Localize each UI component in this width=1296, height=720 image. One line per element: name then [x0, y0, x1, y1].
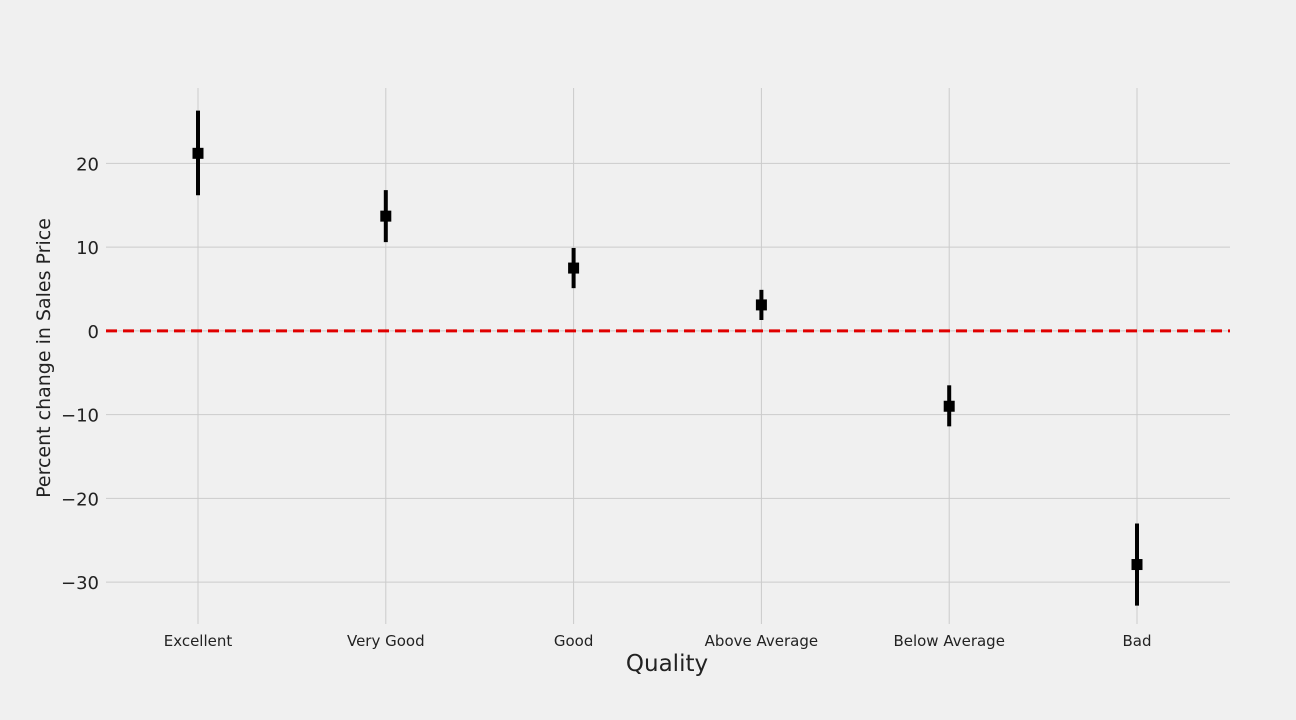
y-tick-label: 10 [76, 238, 99, 259]
x-tick-label: Below Average [893, 632, 1005, 650]
y-axis-title: Percent change in Sales Price [33, 218, 55, 498]
x-tick-label: Bad [1122, 632, 1151, 650]
data-point-marker [1131, 559, 1143, 571]
data-point-marker [943, 400, 955, 412]
data-point-marker [755, 299, 767, 311]
y-tick-label: −10 [61, 406, 99, 427]
x-tick-label: Very Good [347, 632, 425, 650]
y-tick-labels: 20 10 0 −10 −20 −30 [61, 154, 99, 594]
x-tick-labels: Excellent Very Good Good Above Average Below… [164, 632, 1152, 650]
grid-layer [106, 88, 1230, 624]
x-tick-label: Excellent [164, 632, 233, 650]
y-tick-label: −30 [61, 573, 99, 594]
x-axis-title: Quality [626, 651, 708, 677]
x-tick-label: Above Average [705, 632, 818, 650]
data-point-marker [568, 262, 580, 274]
marks-layer [192, 110, 1143, 606]
y-tick-label: 20 [76, 154, 99, 175]
y-tick-label: −20 [61, 489, 99, 510]
y-tick-label: 0 [88, 322, 99, 343]
data-point-marker [192, 147, 204, 159]
x-tick-label: Good [554, 632, 594, 650]
data-point-marker [380, 210, 392, 222]
